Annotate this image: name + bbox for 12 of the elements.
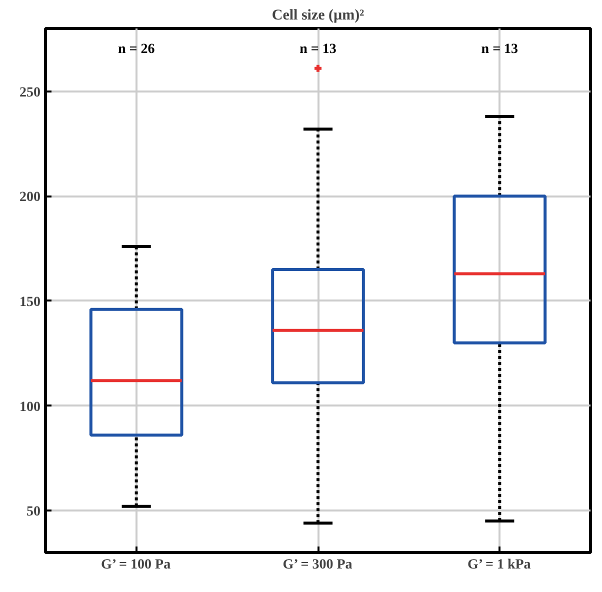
x-tick-label: G’ = 1 kPa bbox=[467, 558, 531, 572]
y-tick-label: 200 bbox=[20, 190, 40, 206]
y-tick-label: 50 bbox=[26, 504, 40, 520]
y-tick-label: 100 bbox=[20, 400, 40, 415]
x-tick-label: G’ = 100 Pa bbox=[101, 558, 171, 572]
annotation: n = 26 bbox=[118, 42, 155, 57]
annotation: n = 13 bbox=[481, 42, 518, 57]
chart-title: Cell size (µm)² bbox=[272, 8, 365, 24]
y-tick-label: 150 bbox=[20, 294, 40, 310]
y-tick-label: 250 bbox=[20, 85, 40, 100]
x-tick-label: G’ = 300 Pa bbox=[282, 558, 352, 572]
annotation: n = 13 bbox=[300, 42, 336, 57]
